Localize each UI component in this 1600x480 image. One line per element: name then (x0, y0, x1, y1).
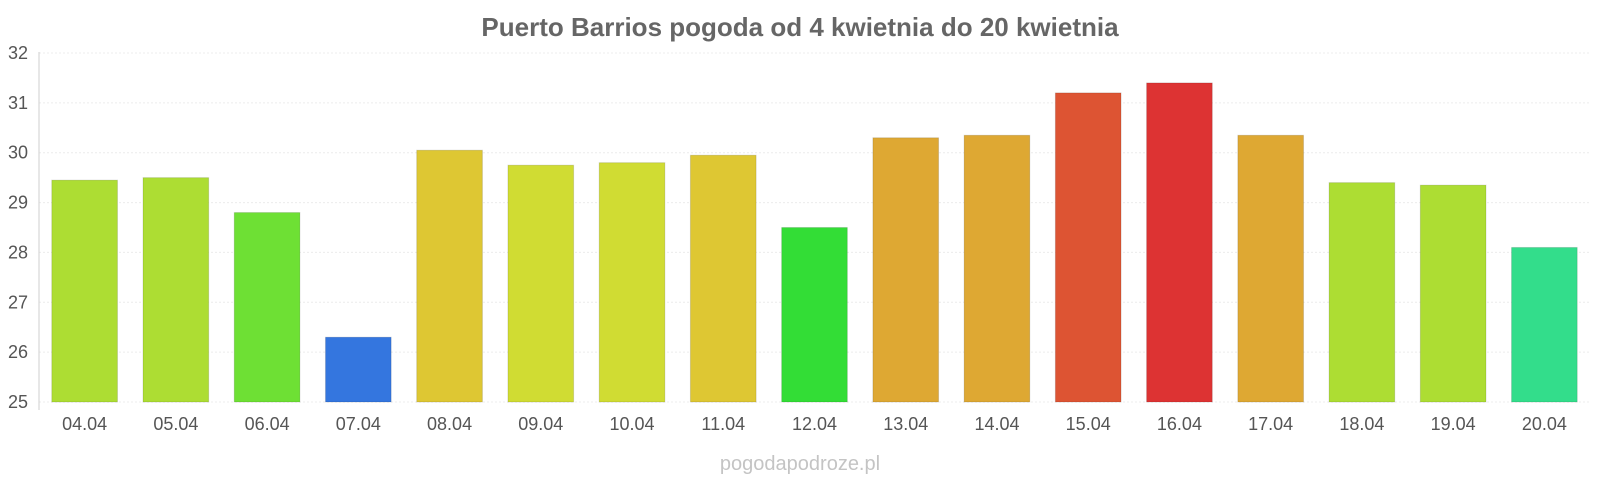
y-tick-label: 31 (8, 93, 28, 113)
y-tick-label: 26 (8, 342, 28, 362)
bar-19.04 (1419, 184, 1487, 403)
y-tick-label: 28 (8, 242, 28, 262)
bar-12.04 (781, 227, 848, 403)
x-tick-label: 10.04 (610, 414, 655, 434)
bar-16.04 (1146, 82, 1213, 403)
x-tick-label: 16.04 (1157, 414, 1202, 434)
bar-17.04 (1237, 134, 1305, 403)
y-tick-label: 32 (8, 43, 28, 63)
bar-15.04 (1054, 92, 1122, 403)
y-tick-label: 29 (8, 193, 28, 213)
x-tick-label: 19.04 (1431, 414, 1476, 434)
bar-08.04 (416, 149, 483, 403)
bar-11.04 (689, 154, 757, 403)
x-tick-label: 20.04 (1522, 414, 1567, 434)
bar-20.04 (1511, 246, 1578, 403)
x-tick-label: 17.04 (1248, 414, 1293, 434)
bar-18.04 (1328, 182, 1396, 403)
bar-14.04 (963, 134, 1031, 403)
bar-10.04 (598, 162, 666, 403)
y-tick-label: 30 (8, 143, 28, 163)
x-tick-label: 07.04 (336, 414, 381, 434)
bars (51, 82, 1578, 403)
x-tick-label: 11.04 (701, 414, 745, 434)
x-tick-label: 13.04 (883, 414, 928, 434)
x-tick-label: 12.04 (792, 414, 837, 434)
y-tick-label: 25 (8, 392, 28, 412)
bar-09.04 (507, 164, 575, 403)
bar-07.04 (324, 336, 392, 403)
y-tick-label: 27 (8, 292, 28, 312)
bar-05.04 (142, 177, 210, 403)
x-tick-label: 04.04 (62, 414, 107, 434)
x-tick-label: 05.04 (153, 414, 198, 434)
x-tick-label: 18.04 (1339, 414, 1384, 434)
bar-04.04 (51, 179, 118, 403)
y-axis-ticks: 25 26 27 28 29 30 31 32 (8, 43, 28, 412)
x-axis-ticks: 04.04 05.04 06.04 07.04 08.04 09.04 10.04 11.04… (62, 414, 1567, 434)
x-tick-label: 09.04 (518, 414, 563, 434)
x-tick-label: 08.04 (427, 414, 472, 434)
x-tick-label: 15.04 (1066, 414, 1111, 434)
chart-title: Puerto Barrios pogoda od 4 kwietnia do 2… (481, 12, 1119, 42)
watermark: pogodapodroze.pl (720, 453, 880, 475)
x-tick-label: 14.04 (974, 414, 1019, 434)
x-tick-label: 06.04 (245, 414, 290, 434)
bar-06.04 (233, 212, 301, 403)
bar-13.04 (872, 137, 940, 403)
